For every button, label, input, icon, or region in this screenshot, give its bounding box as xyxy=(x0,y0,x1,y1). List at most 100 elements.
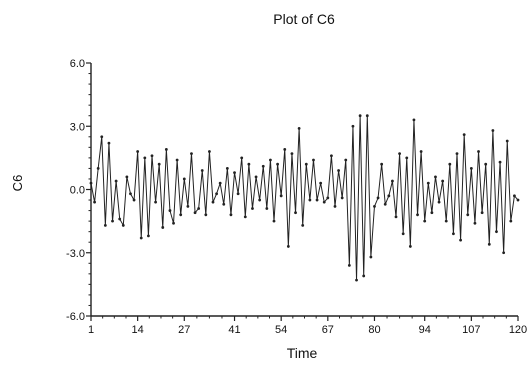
data-point xyxy=(459,238,462,242)
x-tick-label: 107 xyxy=(462,324,480,336)
y-tick-label: -6.0 xyxy=(66,311,85,323)
y-tick-label: 3.0 xyxy=(70,121,85,133)
data-point xyxy=(150,154,154,158)
data-point xyxy=(283,148,287,151)
data-point xyxy=(394,215,398,219)
data-point xyxy=(154,200,157,204)
data-point xyxy=(398,152,401,156)
data-point xyxy=(243,215,247,219)
data-point xyxy=(473,221,477,225)
data-point xyxy=(340,196,344,200)
data-point xyxy=(509,219,513,223)
data-point xyxy=(182,177,186,181)
y-tick-label: -3.0 xyxy=(66,248,85,260)
data-point xyxy=(132,198,136,202)
series-points xyxy=(89,114,520,282)
data-point xyxy=(215,192,218,196)
data-point xyxy=(380,162,384,166)
data-point xyxy=(89,181,93,185)
data-point xyxy=(186,204,190,208)
y-tick-label: 6.0 xyxy=(70,58,85,70)
data-point xyxy=(193,211,197,215)
series-line xyxy=(90,115,519,281)
data-point xyxy=(308,198,312,202)
data-point xyxy=(495,230,498,234)
data-point xyxy=(419,150,423,153)
data-point xyxy=(401,232,405,236)
data-point xyxy=(441,179,445,183)
data-point xyxy=(247,162,251,166)
data-point xyxy=(477,150,480,153)
data-point xyxy=(197,207,201,210)
data-point xyxy=(168,209,172,212)
data-point xyxy=(111,219,114,223)
data-point xyxy=(136,150,140,153)
data-point xyxy=(448,162,452,166)
data-point xyxy=(333,204,337,208)
data-point xyxy=(347,264,351,267)
data-point xyxy=(408,245,412,248)
data-point xyxy=(355,278,358,282)
data-point xyxy=(279,194,283,198)
data-point xyxy=(358,114,362,118)
data-point xyxy=(208,150,211,153)
x-tick-label: 27 xyxy=(178,324,190,336)
data-point xyxy=(179,213,183,217)
x-axis-label: Time xyxy=(287,345,318,361)
data-point xyxy=(236,192,240,196)
data-point xyxy=(172,221,175,225)
y-tick-label: 0.0 xyxy=(70,185,85,197)
data-point xyxy=(322,200,326,204)
data-point xyxy=(93,200,96,204)
data-point xyxy=(469,167,473,170)
data-point xyxy=(326,196,330,200)
data-point xyxy=(229,213,233,217)
data-point xyxy=(114,179,118,183)
data-point xyxy=(405,156,409,160)
data-point xyxy=(143,156,147,160)
data-point xyxy=(412,118,416,122)
data-point xyxy=(265,207,269,210)
data-point xyxy=(330,154,333,158)
data-point xyxy=(118,217,122,221)
x-tick-label: 1 xyxy=(88,324,94,336)
data-point xyxy=(251,207,254,210)
data-point xyxy=(225,167,229,170)
data-point xyxy=(157,162,161,166)
data-point xyxy=(434,175,437,179)
data-point xyxy=(437,200,441,204)
data-point xyxy=(204,213,208,217)
data-point xyxy=(452,232,455,236)
data-point xyxy=(516,198,520,202)
data-point xyxy=(373,204,376,208)
data-point xyxy=(498,160,502,164)
data-point xyxy=(258,198,262,202)
data-point xyxy=(351,124,355,128)
data-point xyxy=(294,211,297,215)
data-point xyxy=(107,141,111,145)
data-point xyxy=(416,213,419,217)
data-point xyxy=(222,202,226,206)
data-point xyxy=(261,164,265,168)
x-tick-label: 94 xyxy=(419,324,431,336)
y-axis-label: C6 xyxy=(10,175,25,192)
data-point xyxy=(254,175,258,179)
data-point xyxy=(319,181,323,185)
data-point xyxy=(369,255,373,259)
data-point xyxy=(211,200,215,204)
data-point xyxy=(175,158,179,162)
data-point xyxy=(315,198,319,202)
data-point xyxy=(426,181,430,185)
data-point xyxy=(466,213,470,217)
data-point xyxy=(491,129,495,132)
x-tick-label: 41 xyxy=(228,324,240,336)
data-point xyxy=(423,219,427,223)
data-point xyxy=(362,274,366,278)
data-point xyxy=(337,169,340,172)
data-point xyxy=(121,223,125,227)
data-point xyxy=(297,126,301,130)
data-point xyxy=(276,162,279,166)
data-point xyxy=(147,234,150,238)
x-tick-label: 120 xyxy=(509,324,527,336)
